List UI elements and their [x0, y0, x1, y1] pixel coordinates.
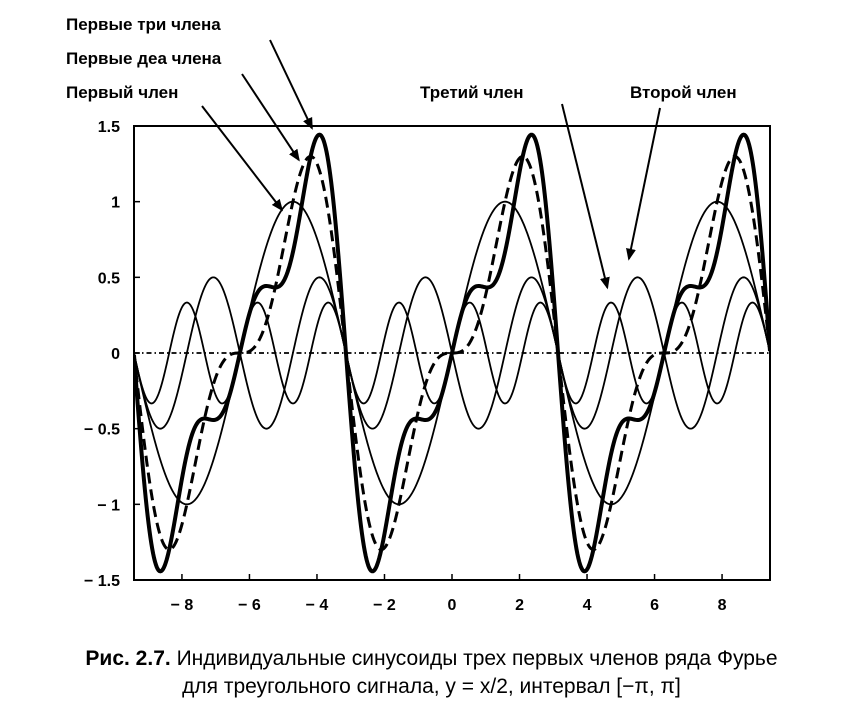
- annotation-label: Первые три члена: [66, 15, 221, 34]
- caption-line-1: Рис. 2.7. Индивидуальные синусоиды трех …: [0, 645, 863, 673]
- annotation-arrow: [561, 103, 610, 290]
- ticks-layer: − 8 − 6 − 4 − 2 0 2 4 6 8 1.5 1 0.5 0 − 0.5 − 1 − 1.5: [84, 119, 727, 614]
- x-tick-label: 0: [448, 597, 457, 614]
- annotation-layer: Первые три члена Первые деа члена Первый ч…: [66, 15, 737, 290]
- caption-text-2: для треугольного сигнала, y = x/2, интер…: [182, 675, 681, 698]
- x-tick-label: − 6: [238, 597, 261, 614]
- x-tick-label: 8: [718, 597, 727, 614]
- caption-lead: Рис. 2.7.: [85, 647, 171, 670]
- series-layer: [134, 132, 770, 574]
- annotation-arrow: [626, 107, 661, 261]
- y-tick-label: − 1: [97, 497, 120, 514]
- annotation-label: Первый член: [66, 83, 178, 102]
- x-tick-label: 4: [583, 597, 592, 614]
- annotation-arrow: [269, 39, 313, 130]
- y-tick-label: 1: [111, 195, 120, 212]
- y-tick-label: 0: [111, 346, 120, 363]
- chart: − 8 − 6 − 4 − 2 0 2 4 6 8 1.5 1 0.5 0 − 0.5 − 1 − 1.5 П…: [66, 15, 771, 614]
- y-tick-label: 1.5: [98, 119, 120, 136]
- caption-text-1: Индивидуальные синусоиды трех первых чле…: [176, 647, 778, 670]
- x-tick-label: − 4: [306, 597, 329, 614]
- annotation-label: Третий член: [420, 83, 523, 102]
- x-tick-label: − 8: [171, 597, 194, 614]
- chart-svg: − 8 − 6 − 4 − 2 0 2 4 6 8 1.5 1 0.5 0 − 0.5 − 1 − 1.5 П…: [66, 15, 771, 614]
- x-tick-label: 2: [515, 597, 524, 614]
- x-tick-label: − 2: [373, 597, 396, 614]
- x-tick-label: 6: [650, 597, 659, 614]
- figure-caption: Рис. 2.7. Индивидуальные синусоиды трех …: [0, 645, 863, 701]
- annotation-arrow: [241, 73, 300, 162]
- annotation-arrow: [201, 105, 284, 212]
- y-tick-label: 0.5: [98, 270, 120, 287]
- annotation-label: Первые деа члена: [66, 49, 222, 68]
- annotation-label: Второй член: [630, 83, 737, 102]
- y-tick-label: − 1.5: [84, 573, 120, 590]
- series-line-первые-три-члена: [134, 132, 770, 574]
- y-tick-label: − 0.5: [84, 422, 120, 439]
